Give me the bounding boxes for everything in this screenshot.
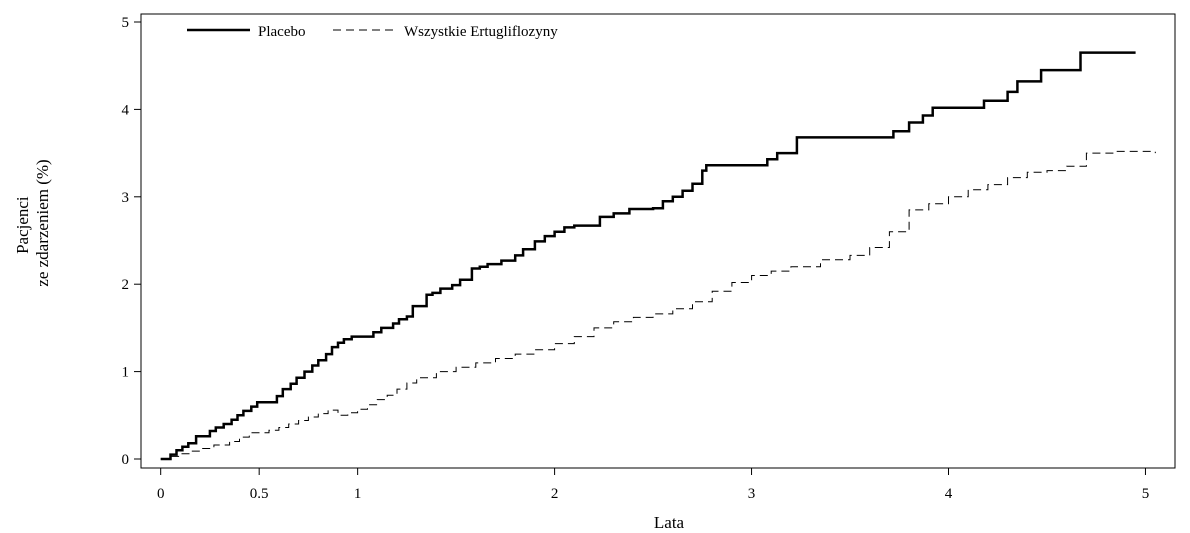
y-tick-label: 2 [122, 277, 130, 293]
plot-frame [140, 13, 1176, 469]
x-tick-label: 2 [551, 486, 559, 502]
y-tick-label: 1 [122, 365, 130, 381]
y-tick-label: 4 [122, 102, 130, 118]
x-tick-label: 0 [157, 486, 165, 502]
x-axis: 0 0.5 1 2 3 4 5 [157, 468, 1149, 502]
y-axis-label: Pacjenci ze zdarzeniem (%) [13, 159, 52, 286]
x-tick-label: 0.5 [250, 486, 269, 502]
y-tick-label: 5 [122, 15, 130, 31]
y-axis-label-line-1: Pacjenci [13, 196, 32, 254]
y-axis-label-line-2: ze zdarzeniem (%) [33, 159, 52, 286]
y-tick-label: 0 [122, 452, 130, 468]
x-tick-label: 5 [1142, 486, 1150, 502]
series-line-ertugliflozin [160, 150, 1156, 460]
x-tick-label: 3 [748, 486, 756, 502]
legend-label-placebo: Placebo [258, 24, 305, 40]
series-layer [160, 51, 1156, 461]
series-line-placebo [160, 51, 1136, 461]
legend-label-ertugliflozin: Wszystkie Ertugliflozyny [404, 24, 558, 40]
x-axis-label: Lata [654, 513, 685, 532]
x-tick-label: 4 [945, 486, 953, 502]
y-axis: 0 1 2 3 4 5 [122, 15, 141, 468]
y-tick-label: 3 [122, 190, 130, 206]
legend: Placebo Wszystkie Ertugliflozyny [187, 24, 558, 40]
x-tick-label: 1 [354, 486, 362, 502]
